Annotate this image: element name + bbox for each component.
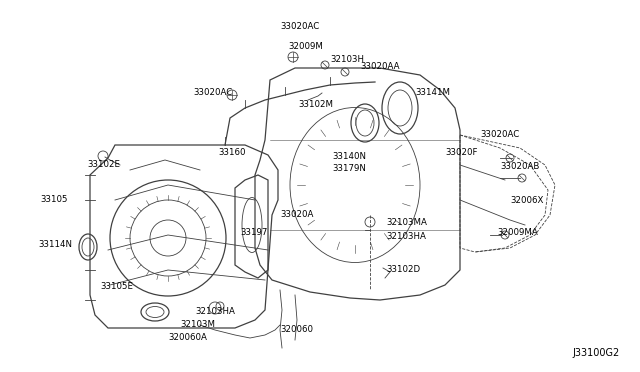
Text: 33114N: 33114N [38, 240, 72, 249]
Text: 32103M: 32103M [180, 320, 215, 329]
Text: 320060: 320060 [280, 325, 313, 334]
Text: 33105: 33105 [40, 195, 67, 204]
Text: 33020AC: 33020AC [193, 88, 232, 97]
Text: 33102D: 33102D [386, 265, 420, 274]
Text: 32103MA: 32103MA [386, 218, 427, 227]
Text: 32009MA: 32009MA [497, 228, 538, 237]
Text: 33020AC: 33020AC [280, 22, 319, 31]
Text: 33020AA: 33020AA [360, 62, 399, 71]
Text: 33102E: 33102E [87, 160, 120, 169]
Text: 32103H: 32103H [330, 55, 364, 64]
Text: 33141M: 33141M [415, 88, 450, 97]
Text: 320060A: 320060A [168, 333, 207, 342]
Text: 33102M: 33102M [298, 100, 333, 109]
Text: 32103HA: 32103HA [195, 307, 235, 316]
Text: 32009M: 32009M [288, 42, 323, 51]
Text: 33020AB: 33020AB [500, 162, 540, 171]
Text: J33100G2: J33100G2 [573, 348, 620, 358]
Text: 33160: 33160 [218, 148, 246, 157]
Text: 33020F: 33020F [445, 148, 477, 157]
Text: 32103HA: 32103HA [386, 232, 426, 241]
Text: 33197: 33197 [240, 228, 268, 237]
Text: 33020A: 33020A [280, 210, 314, 219]
Text: 33179N: 33179N [332, 164, 366, 173]
Text: 33020AC: 33020AC [480, 130, 519, 139]
Text: 33140N: 33140N [332, 152, 366, 161]
Text: 32006X: 32006X [510, 196, 543, 205]
Text: 33105E: 33105E [100, 282, 133, 291]
